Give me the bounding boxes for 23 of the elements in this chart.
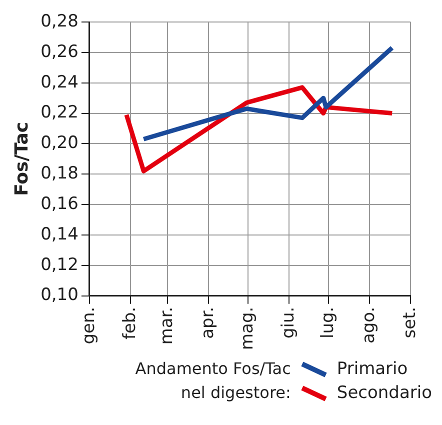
legend-label: Primario	[336, 359, 408, 379]
y-tick-label: 0,22	[40, 102, 78, 123]
x-tick-label: gen.	[78, 306, 99, 344]
y-tick-label: 0,12	[40, 254, 78, 275]
x-tick-label: mag.	[237, 306, 258, 350]
x-tick-label: lug.	[318, 306, 338, 339]
y-tick-label: 0,10	[40, 285, 78, 306]
legend-label: Secondario	[336, 383, 432, 403]
y-tick-label: 0,24	[40, 72, 78, 92]
y-tick-label: 0,18	[40, 164, 78, 184]
x-tick-label: ago.	[359, 306, 380, 344]
legend-title: Andamento Fos/Tac nel digestore:	[134, 358, 291, 404]
y-tick-label: 0,28	[40, 11, 78, 32]
x-tick-label: apr.	[198, 306, 218, 339]
x-tick-label: feb.	[120, 306, 140, 340]
x-tick-label: giu.	[278, 306, 298, 339]
y-axis-title: Fos/Tac	[11, 122, 32, 196]
y-tick-label: 0,14	[40, 224, 78, 244]
x-tick-label: mar.	[156, 306, 177, 345]
y-tick-label: 0,20	[40, 133, 78, 154]
y-tick-label: 0,16	[40, 194, 78, 214]
y-tick-label: 0,26	[40, 42, 78, 62]
x-tick-label: set.	[400, 306, 420, 338]
